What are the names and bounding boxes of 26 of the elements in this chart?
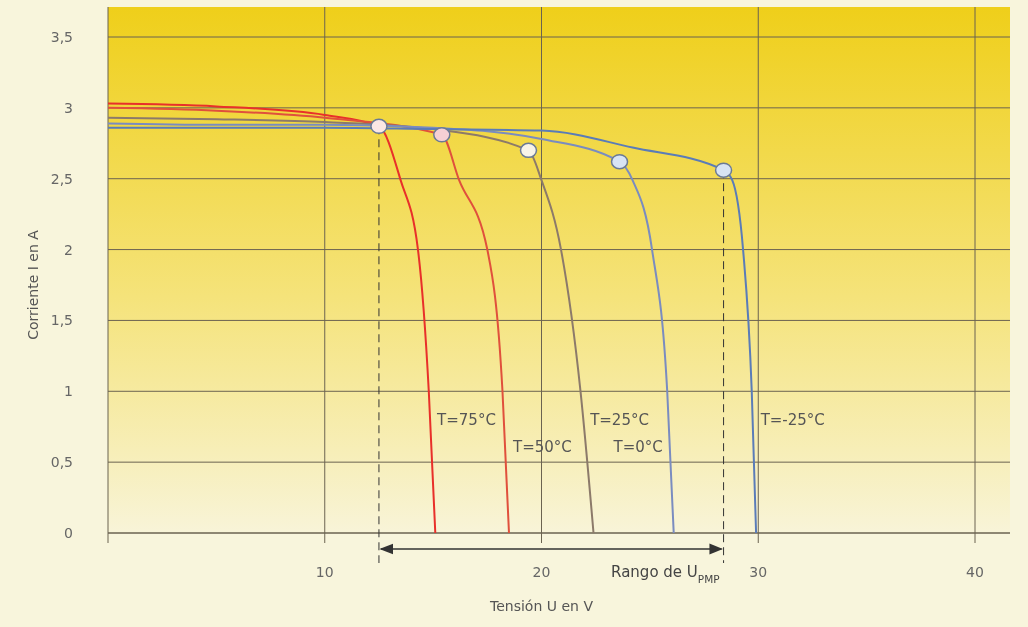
y-tick-label: 2	[64, 241, 73, 258]
line-series	[107, 102, 437, 534]
point	[714, 162, 733, 178]
y-tick-label: 3	[64, 99, 73, 116]
x-tick-label: 40	[966, 564, 984, 580]
x-tick-label: 30	[749, 564, 768, 580]
x-axis-title: Tensión U en V	[489, 598, 594, 614]
series-label: T=0°C	[612, 438, 663, 456]
y-tick-label: 3,5	[50, 29, 73, 45]
y-tick-label: 2,5	[50, 170, 73, 187]
x-tick-label: 20	[532, 564, 551, 580]
series-label: T=25°C	[589, 411, 649, 429]
point	[433, 127, 451, 143]
point	[519, 142, 538, 159]
y-tick-label: 0	[64, 525, 73, 541]
point	[610, 153, 629, 170]
line-series	[107, 106, 510, 534]
y-tick-label: 1,5	[50, 312, 73, 329]
series-label: T=-25°C	[759, 411, 825, 429]
series-label: T=75°C	[436, 411, 496, 429]
x-tick-label: 10	[315, 564, 334, 580]
point	[370, 118, 388, 135]
text: Rango de U$_{PMP}$	[611, 563, 720, 585]
y-tick-label: 1	[64, 383, 73, 400]
y-axis-title: Corriente I en A	[25, 229, 41, 340]
y-tick-label: 0,5	[50, 454, 73, 471]
